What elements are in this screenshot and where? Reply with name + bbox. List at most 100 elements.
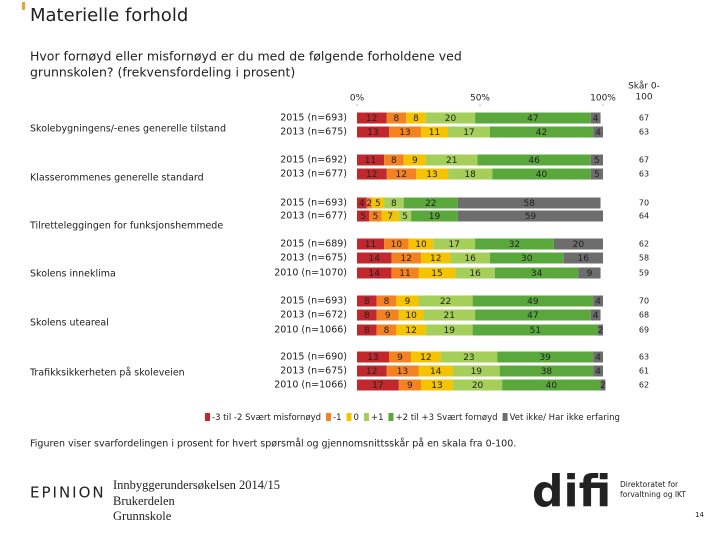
segment-label: 12 — [400, 254, 411, 264]
bar-segment — [357, 324, 377, 336]
segment-label: 5 — [402, 212, 408, 222]
title: Materielle forhold — [30, 5, 188, 26]
segment-label: 4 — [359, 199, 365, 209]
row-label: 2010 (n=1066) — [274, 380, 347, 391]
bar-segment — [475, 238, 554, 250]
segment-label: 12 — [366, 367, 377, 377]
segment-label: 34 — [531, 269, 543, 279]
legend-label: -3 til -2 Svært misfornøyd — [212, 413, 321, 423]
segment-label: 15 — [431, 269, 442, 279]
segment-label: 8 — [364, 297, 370, 307]
score: 63 — [639, 170, 649, 179]
segment-label: 39 — [539, 353, 551, 363]
segment-label: 47 — [527, 114, 538, 124]
bar-segment — [357, 365, 387, 377]
legend-swatch — [205, 413, 210, 421]
segment-label: 38 — [541, 367, 553, 377]
segment-label: 5 — [373, 212, 379, 222]
segment-label: 19 — [429, 212, 441, 222]
segment-label: 13 — [426, 170, 437, 180]
score: 67 — [639, 156, 649, 165]
segment-label: 11 — [365, 240, 376, 250]
segment-label: 12 — [366, 170, 377, 180]
bar-segment — [366, 197, 372, 209]
segment-label: 8 — [364, 326, 370, 336]
segment-label: 2 — [598, 326, 604, 336]
group-label: Skolens uteareal — [30, 318, 109, 329]
segment-label: 22 — [440, 297, 451, 307]
bar-segment — [420, 126, 449, 138]
bar-segment — [357, 309, 377, 321]
accent — [22, 2, 25, 10]
segment-label: 8 — [364, 311, 370, 321]
legend-swatch — [388, 413, 394, 421]
segment-label: 10 — [405, 311, 417, 321]
segment-label: 4 — [595, 353, 601, 363]
segment-label: 30 — [521, 254, 533, 264]
bar-segment — [357, 154, 385, 166]
segment-label: 49 — [527, 297, 539, 307]
segment-label: 20 — [573, 240, 585, 250]
bar-segment — [411, 210, 458, 222]
bar-segment — [475, 112, 591, 124]
segment-label: 23 — [463, 353, 474, 363]
segment-label: 4 — [595, 297, 601, 307]
row-label: 2015 (n=692) — [280, 155, 347, 166]
bar-segment — [452, 365, 500, 377]
segment-label: 13 — [367, 353, 378, 363]
legend-swatch — [346, 413, 352, 421]
segment-label: 16 — [578, 254, 590, 264]
segment-label: 40 — [546, 381, 558, 391]
segment-label: 2 — [600, 381, 606, 391]
bar-segment — [386, 365, 419, 377]
segment-label: 40 — [536, 170, 548, 180]
bar-segment — [376, 324, 397, 336]
score-header: Skår 0- — [628, 81, 660, 92]
legend-label: +1 — [371, 413, 384, 423]
bar-segment — [497, 351, 594, 363]
bar-segment — [384, 154, 404, 166]
segment-label: 14 — [368, 254, 380, 264]
segment-label: 4 — [593, 311, 599, 321]
segment-label: 46 — [528, 156, 540, 166]
bar-segment — [499, 365, 594, 377]
segment-label: 13 — [399, 128, 410, 138]
segment-label: 12 — [366, 114, 377, 124]
row-label: 2015 (n=693) — [280, 296, 347, 307]
x-tick-label: 50% — [470, 94, 490, 104]
bar-segment — [433, 238, 476, 250]
bar-segment — [418, 267, 456, 279]
bar-segment — [457, 197, 601, 209]
bar-segment — [357, 267, 392, 279]
segment-label: 4 — [593, 114, 599, 124]
bar-segment — [403, 197, 458, 209]
segment-label: 7 — [387, 212, 393, 222]
legend-label: 0 — [354, 413, 359, 423]
group-label: Skolebygningens/-enes generelle tilstand — [30, 124, 226, 135]
group-label: Klasserommenes generelle standard — [30, 173, 204, 184]
survey-line: Brukerdelen — [113, 494, 176, 508]
segment-label: 9 — [587, 269, 593, 279]
legend-label: +2 til +3 Svært fornøyd — [395, 413, 497, 423]
bar-segment — [489, 252, 564, 264]
bar-segment — [384, 238, 409, 250]
bar-segment — [391, 267, 419, 279]
segment-label: 9 — [385, 311, 391, 321]
segment-label: 16 — [464, 254, 476, 264]
segment-label: 20 — [472, 381, 484, 391]
row-label: 2015 (n=690) — [280, 352, 347, 363]
subtitle: grunnskolen? (frekvensfordeling i prosen… — [30, 65, 295, 80]
bar-segment — [357, 112, 387, 124]
row-label: 2013 (n=677) — [280, 211, 347, 222]
score: 67 — [639, 114, 649, 123]
segment-label: 10 — [415, 240, 427, 250]
legend-label: Vet ikke/ Har ikke erfaring — [510, 413, 620, 423]
bar-segment — [398, 379, 421, 391]
bar-segment — [593, 295, 603, 307]
bar-segment — [418, 295, 473, 307]
segment-label: 12 — [430, 254, 441, 264]
segment-label: 17 — [372, 381, 383, 391]
bar-segment — [381, 210, 399, 222]
bar-segment — [403, 154, 426, 166]
segment-label: 12 — [396, 170, 407, 180]
